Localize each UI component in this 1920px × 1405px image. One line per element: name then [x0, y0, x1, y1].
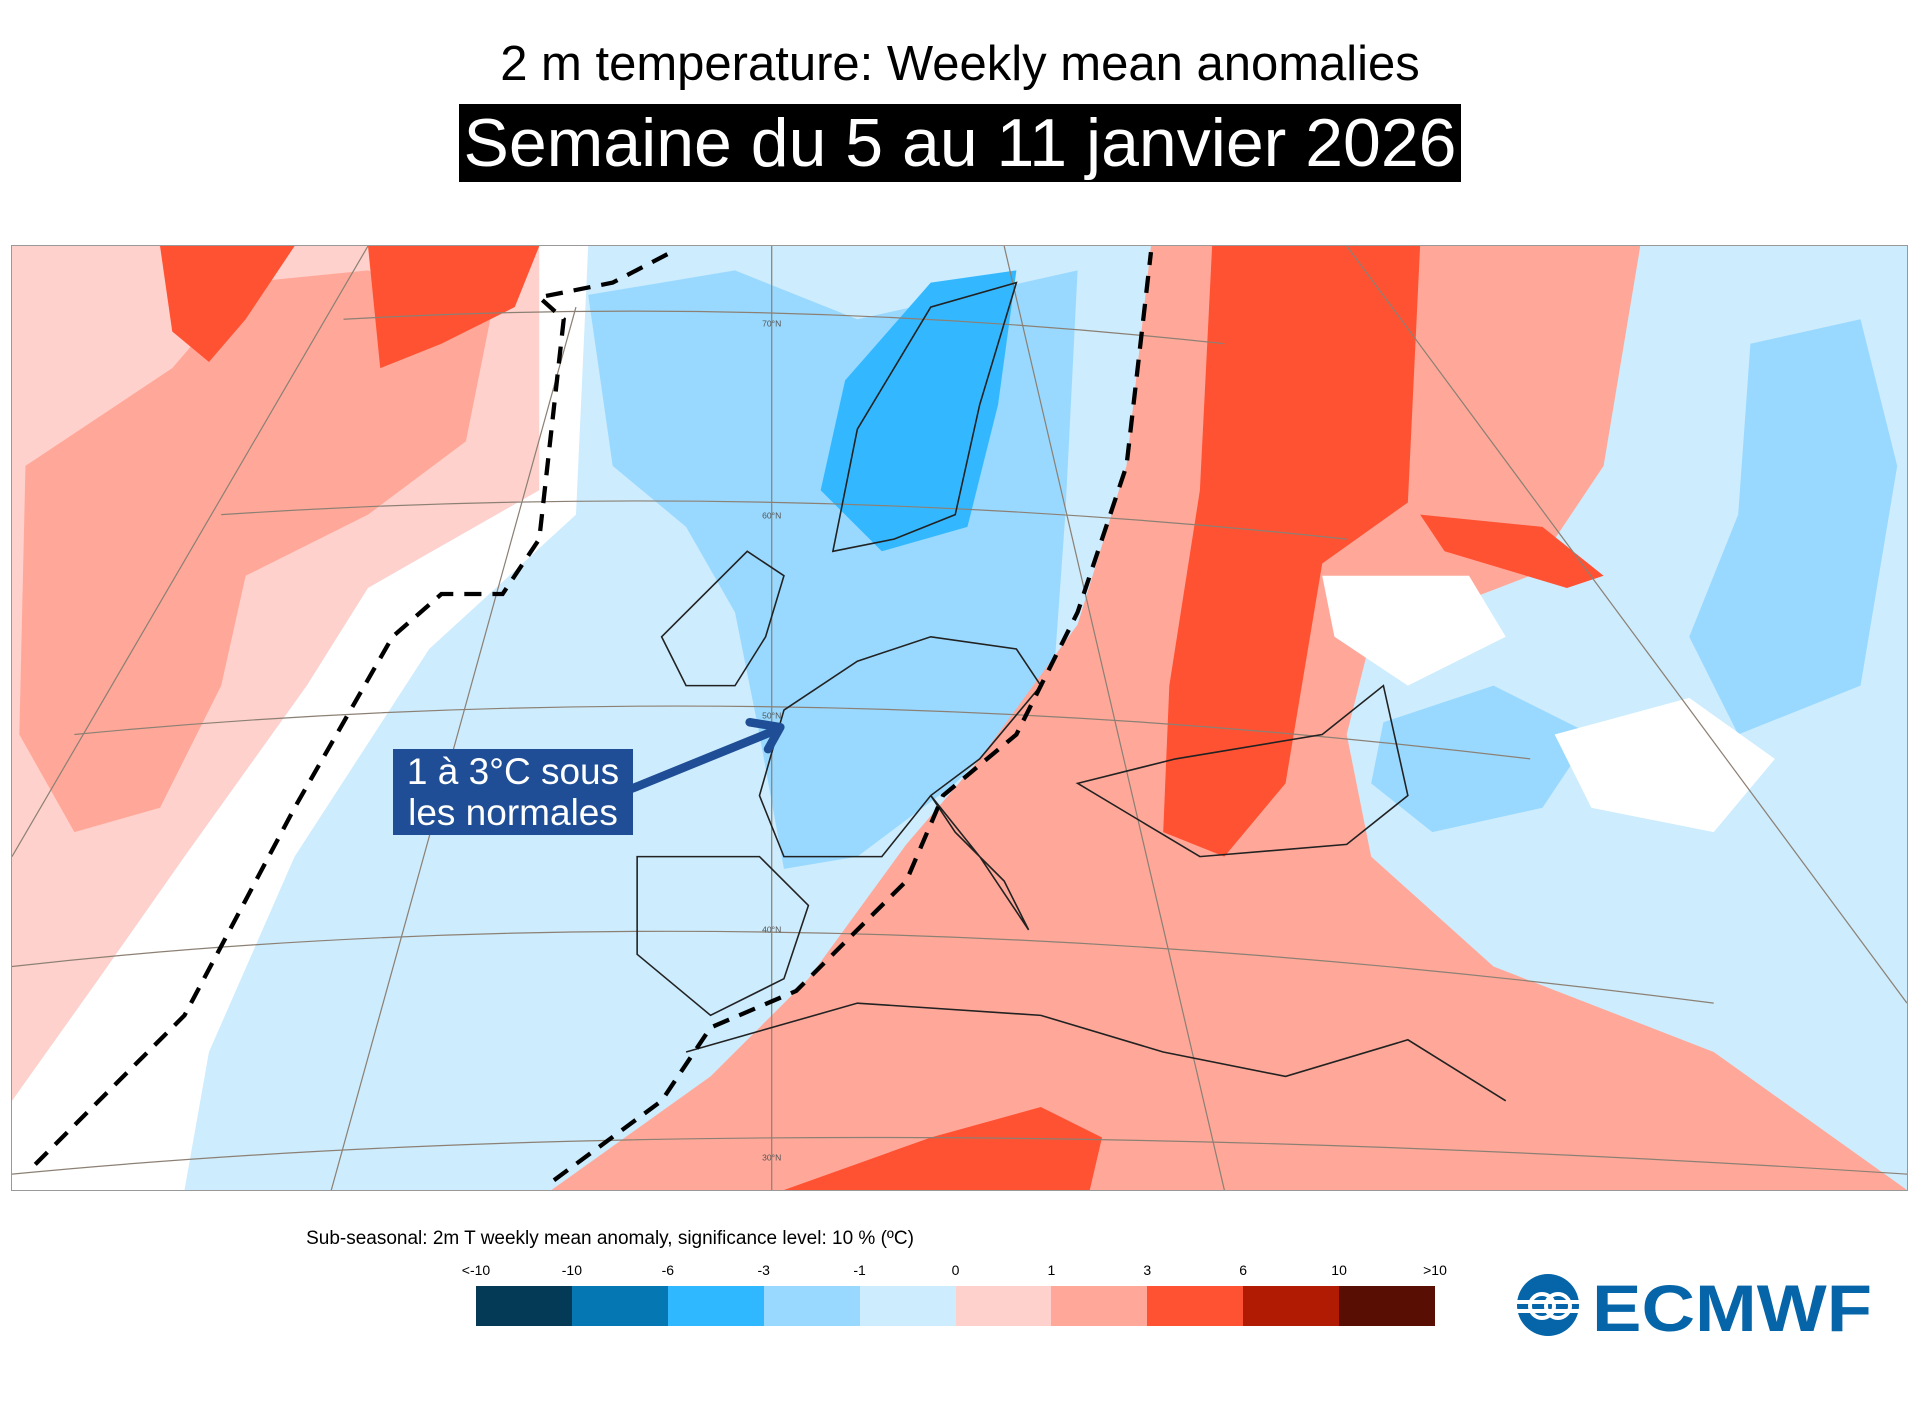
legend-tick-label: 1	[1047, 1262, 1056, 1278]
color-legend	[476, 1286, 1436, 1326]
legend-tick-label: 0	[951, 1262, 960, 1278]
legend-tick-label: 6	[1239, 1262, 1248, 1278]
significance-contours	[33, 250, 1154, 1182]
legend-swatch	[1051, 1286, 1148, 1326]
graticule	[12, 246, 1907, 1190]
region-red-east	[1163, 246, 1421, 857]
coastlines	[636, 281, 1507, 1102]
annotation-box: 1 à 3°C sous les normales	[393, 749, 633, 835]
legend-swatch	[763, 1286, 860, 1326]
region-greenland-red	[160, 246, 295, 363]
legend-tick-label: 3	[1143, 1262, 1152, 1278]
legend-tick-label: <-10	[461, 1262, 491, 1278]
legend-tick-label: -1	[853, 1262, 866, 1278]
legend-tick-label: 10	[1331, 1262, 1347, 1278]
logo-text: ECMWF	[1592, 1273, 1872, 1337]
legend-swatch	[859, 1286, 956, 1326]
legend-tick-label: -3	[757, 1262, 770, 1278]
annotation-line: les normales	[408, 792, 618, 833]
week-subtitle: Semaine du 5 au 11 janvier 2026	[459, 104, 1461, 182]
region-blue-scandinavia	[820, 270, 1017, 552]
legend-swatch	[571, 1286, 668, 1326]
legend-swatch	[667, 1286, 764, 1326]
legend-swatch	[1339, 1286, 1436, 1326]
ecmwf-logo: ECMWF	[1516, 1273, 1872, 1337]
anomaly-map: 70°N 60°N 50°N 40°N 30°N	[11, 245, 1908, 1191]
lat-label: 30°N	[762, 1153, 781, 1163]
legend-swatch	[955, 1286, 1052, 1326]
region-white-band	[12, 246, 589, 1190]
region-red-africa	[783, 1106, 1103, 1190]
chart-title: 2 m temperature: Weekly mean anomalies	[500, 37, 1420, 91]
legend-swatch	[1243, 1286, 1340, 1326]
annotation-arrow	[625, 726, 779, 794]
region-white-east-2	[1554, 697, 1775, 833]
legend-swatch	[1147, 1286, 1244, 1326]
legend-tick-label: >10	[1423, 1262, 1447, 1278]
region-greenland-red-2	[368, 246, 540, 369]
annotation-line: 1 à 3°C sous	[406, 751, 620, 792]
lat-label: 50°N	[762, 711, 781, 721]
legend-tick-label: -10	[561, 1262, 583, 1278]
legend-tick-label: -6	[661, 1262, 675, 1278]
lat-label: 70°N	[762, 319, 781, 329]
legend-swatch	[476, 1286, 572, 1326]
legend-title-text: Sub-seasonal: 2m T weekly mean anomaly, …	[306, 1228, 914, 1249]
region-mid-blue-east	[1689, 319, 1898, 735]
region-mid-blue-turkey	[1371, 685, 1592, 833]
region-salmon-west	[19, 270, 491, 833]
lat-label: 40°N	[762, 924, 781, 934]
region-red-caspian	[1420, 514, 1604, 588]
legend-title: Sub-seasonal: 2m T weekly mean anomaly, …	[0, 1228, 1920, 1250]
lat-label: 60°N	[762, 510, 781, 520]
region-white-east	[1322, 575, 1506, 686]
